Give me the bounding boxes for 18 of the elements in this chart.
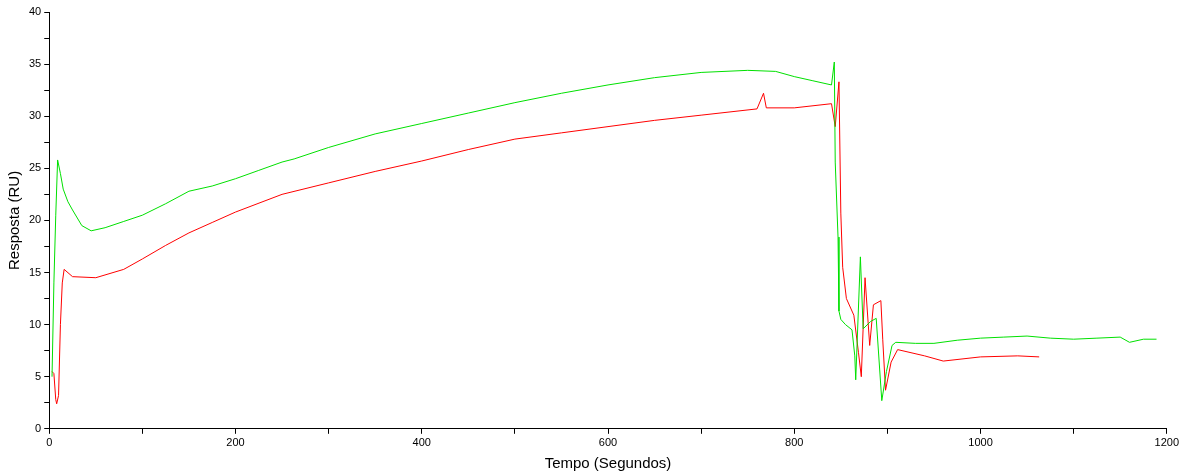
x-tick-label: 1200 — [1154, 436, 1180, 449]
x-tick-label: 200 — [226, 436, 245, 449]
x-tick-label: 600 — [598, 436, 618, 449]
x-tick-label: 1000 — [968, 436, 993, 449]
y-tick-label: 35 — [28, 57, 42, 70]
y-tick-label: 40 — [28, 5, 42, 18]
x-tick-label: 800 — [785, 436, 804, 449]
y-tick-label: 5 — [35, 369, 42, 382]
y-tick-label: 25 — [28, 161, 42, 174]
y-tick-label: 0 — [35, 421, 42, 434]
y-tick-label: 15 — [28, 265, 42, 278]
x-tick-label: 0 — [46, 436, 53, 449]
x-axis-title: Tempo (Segundos) — [544, 454, 672, 472]
x-tick-label: 400 — [412, 436, 431, 449]
y-tick-label: 10 — [28, 317, 42, 330]
y-tick-label: 30 — [28, 109, 42, 122]
y-axis-title: Resposta (RU) — [5, 170, 23, 270]
y-tick-label: 20 — [28, 213, 42, 226]
